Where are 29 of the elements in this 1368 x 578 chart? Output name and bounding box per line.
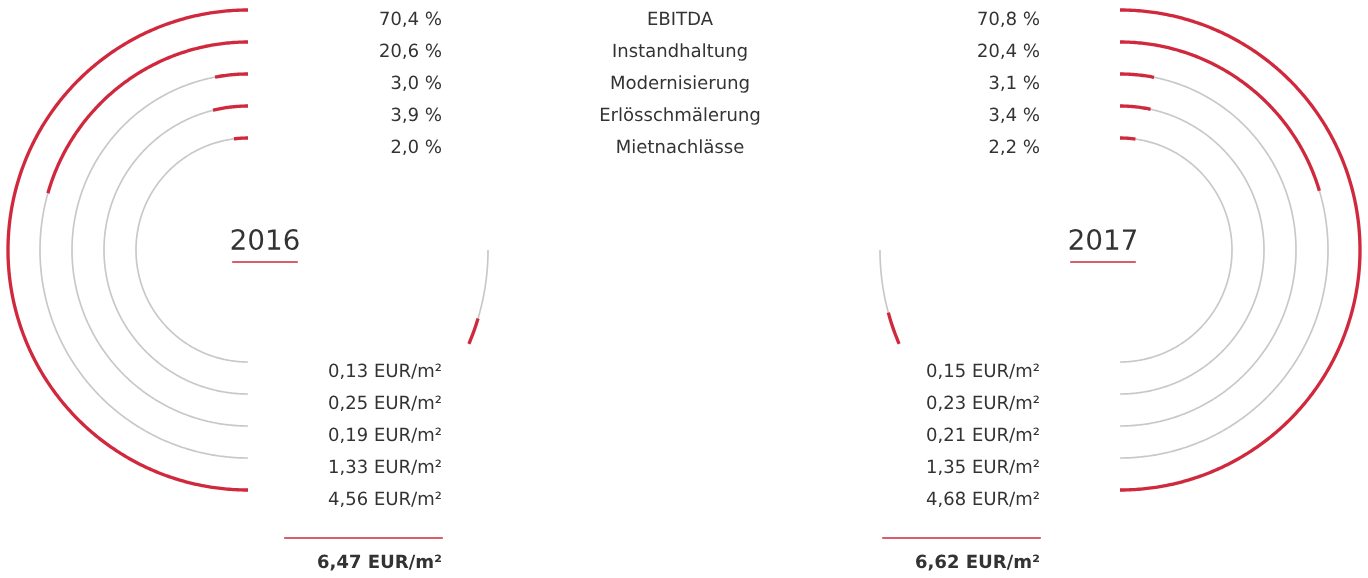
category-label: Instandhaltung — [613, 43, 747, 61]
text: 1,33 EUR/m² — [329, 459, 441, 476]
text: 0,19 EUR/m² — [329, 427, 441, 444]
data-label: 70,8 % — [978, 11, 1040, 28]
category-label: Modernisierung — [611, 75, 749, 93]
data-label: 3,9 % — [391, 107, 442, 124]
text: 1,35 EUR/m² — [927, 459, 1039, 476]
text: 4,68 EUR/m² — [926, 491, 1039, 508]
category-label: Erlösschmälerung — [600, 107, 760, 125]
category-label: Mietnachlässe — [617, 139, 744, 154]
text: 2016 — [231, 229, 299, 251]
text: 0,15 EUR/m² — [927, 363, 1039, 380]
text: 0,21 EUR/m² — [927, 427, 1039, 444]
text: 0,23 EUR/m² — [927, 395, 1039, 412]
text: 6,62 EUR/m² — [916, 554, 1039, 571]
data-label: 3,0 % — [391, 75, 442, 92]
text: 2017 — [1069, 229, 1136, 251]
text: 0,25 EUR/m² — [329, 395, 441, 412]
text: 4,56 EUR/m² — [328, 491, 441, 508]
text: 6,47 EUR/m² — [318, 554, 441, 571]
data-label: 2,2 % — [989, 139, 1040, 156]
data-label: 20,6 % — [380, 43, 442, 60]
text: 0,13 EUR/m² — [329, 363, 441, 380]
category-label: EBITDA — [648, 11, 713, 25]
data-label: 2,0 % — [391, 139, 442, 156]
data-label: 20,4 % — [978, 43, 1040, 60]
data-label: 3,1 % — [989, 75, 1040, 92]
data-label: 70,4 % — [380, 11, 442, 28]
data-label: 3,4 % — [989, 107, 1040, 124]
